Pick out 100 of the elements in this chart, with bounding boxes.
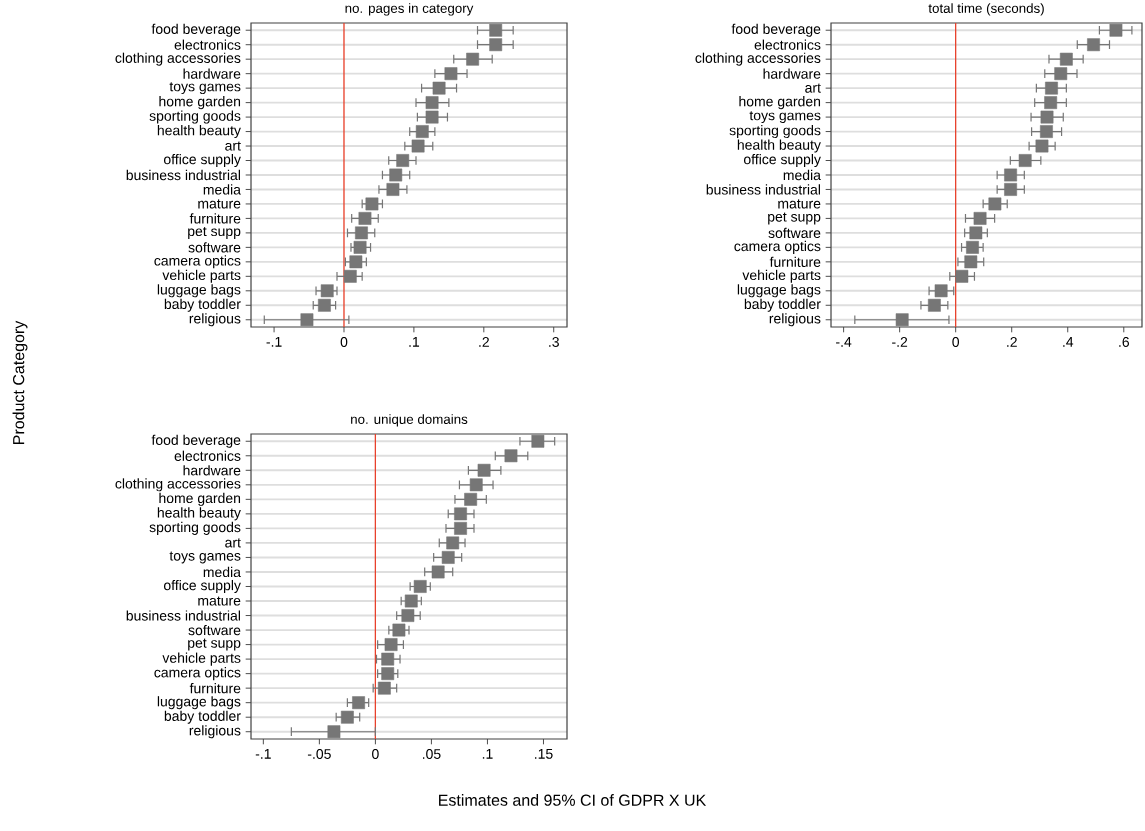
y-tick-label: pet supp [188,226,241,239]
point [411,139,425,153]
x-tick-label: .3 [549,337,559,347]
point [377,681,391,695]
y-tick-label: office supply [163,579,241,594]
x-tick-label: 0 [340,337,348,347]
point [964,255,978,269]
y-tick-label: media [203,566,241,578]
x-tick-label: .05 [422,749,441,759]
x-tick-label: -.2 [892,337,908,347]
point [477,463,491,477]
y-tick-label: vehicle parts [162,652,241,666]
y-tick-label: religious [189,725,241,739]
y-tick-label: office supply [743,153,821,168]
y-tick-label: furniture [189,683,241,694]
y-tick-label: software [188,624,241,636]
y-tick-label: business industrial [706,184,820,195]
point [413,580,427,593]
y-tick-label: mature [198,199,241,209]
y-tick-label: mature [778,199,821,209]
y-tick-label: electronics [174,39,241,50]
point [973,212,987,225]
y-tick-label: toys games [749,111,821,124]
chart-title: total time (seconds) [928,3,1044,16]
y-tick-label: luggage bags [157,696,241,710]
point [352,696,365,710]
y-tick-label: media [783,169,821,181]
point [381,667,395,681]
y-tick-label: hardware [183,68,241,79]
point [425,96,439,110]
point [381,652,395,666]
point [1040,110,1054,124]
point [489,38,503,52]
y-tick-label: food beverage [731,23,821,37]
y-tick-label: home garden [739,96,821,110]
y-tick-label: hardware [183,465,241,476]
point [1004,183,1017,196]
y-tick-label: art [225,538,241,548]
y-tick-label: camera optics [734,240,821,254]
x-tick-label: .2 [1007,337,1017,347]
y-tick-label: health beauty [157,125,241,139]
y-tick-label: toys games [169,551,241,564]
y-axis-title: Product Category [12,320,28,444]
point [1004,168,1017,182]
y-tick-label: software [188,242,241,253]
point [340,710,354,724]
x-tick-label: 0 [372,749,379,759]
y-tick-label: luggage bags [737,284,821,298]
point [300,313,314,327]
point [1087,38,1100,52]
y-tick-label: home garden [159,96,241,110]
point [358,212,372,225]
y-tick-label: sporting goods [149,110,241,124]
x-tick-label: -.1 [255,749,271,759]
y-tick-label: home garden [159,492,241,506]
y-tick-label: office supply [163,153,241,168]
point [1109,23,1123,37]
y-tick-label: pet supp [188,638,241,651]
x-tick-label: .2 [479,337,489,347]
point [432,81,446,95]
x-tick-label: -.4 [836,337,852,347]
y-tick-label: art [225,141,241,151]
point [988,197,1002,211]
y-tick-label: business industrial [126,169,240,181]
y-tick-label: health beauty [737,139,821,153]
x-tick-label: -.1 [266,337,282,347]
point [955,269,969,283]
point [384,638,398,651]
y-tick-label: camera optics [154,667,241,681]
x-axis-title: Estimates and 95% CI of GDPR X UK [439,794,707,806]
x-tick-label: -.05 [307,749,331,759]
point [969,226,983,240]
y-tick-label: clothing accessories [115,52,241,66]
y-tick-label: camera optics [154,255,241,269]
point [1035,139,1049,153]
y-tick-label: baby toddler [164,298,241,312]
point [454,521,467,535]
point [389,168,403,182]
point [441,551,455,564]
y-tick-label: clothing accessories [695,52,821,66]
point [353,240,367,254]
y-tick-label: food beverage [151,434,241,448]
x-tick-label: 0 [952,337,960,347]
x-tick-label: .6 [1119,337,1130,347]
y-tick-label: vehicle parts [162,269,241,283]
point [365,197,379,211]
x-tick-label: .4 [1063,337,1074,347]
y-tick-label: toys games [169,82,241,95]
y-tick-label: baby toddler [744,298,821,312]
point [469,478,483,492]
point [464,492,478,506]
y-tick-label: food beverage [151,23,241,37]
y-tick-label: pet supp [768,212,821,225]
x-tick-label: .15 [535,749,553,759]
y-tick-label: religious [769,313,821,327]
y-tick-label: software [768,227,821,239]
chart-title: no. pages in category [345,3,474,16]
y-tick-label: sporting goods [149,521,241,535]
point [1018,154,1032,167]
chart-title: no. unique domains [351,414,468,427]
